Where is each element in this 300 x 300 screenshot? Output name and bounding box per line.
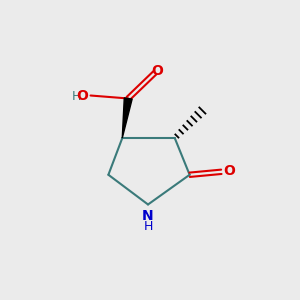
Text: H: H <box>71 90 81 103</box>
Polygon shape <box>122 98 132 138</box>
Text: N: N <box>142 209 154 224</box>
Text: O: O <box>77 89 88 103</box>
Text: H: H <box>143 220 153 233</box>
Text: O: O <box>223 164 235 178</box>
Text: O: O <box>151 64 163 78</box>
